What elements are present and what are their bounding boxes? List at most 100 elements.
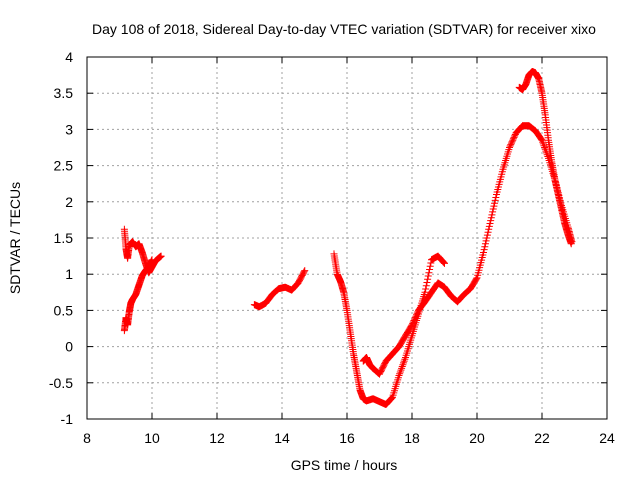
data-point — [483, 234, 491, 242]
data-point — [425, 269, 433, 277]
grid-lines — [87, 57, 607, 419]
data-point — [539, 138, 547, 146]
data-point — [480, 246, 488, 254]
data-point — [409, 318, 417, 326]
data-point — [509, 135, 517, 143]
data-point — [506, 144, 513, 151]
data-point — [401, 355, 409, 363]
data-point — [507, 141, 515, 149]
data-point — [426, 265, 434, 273]
data-point — [148, 256, 156, 264]
x-tick-label: 12 — [209, 430, 225, 446]
data-point — [507, 139, 515, 147]
data-point — [485, 225, 493, 233]
data-point — [399, 361, 407, 369]
data-point — [492, 193, 500, 201]
data-point — [426, 262, 434, 270]
series-arc-2 — [120, 256, 156, 335]
x-tick-label: 22 — [534, 430, 550, 446]
data-point — [485, 222, 493, 230]
y-tick-label: 3 — [65, 121, 73, 137]
data-point — [440, 259, 448, 267]
data-point — [487, 217, 495, 225]
y-tick-label: 2.5 — [54, 158, 74, 174]
data-point — [398, 363, 406, 371]
data-point — [157, 252, 165, 260]
data-point — [543, 151, 551, 159]
data-point — [481, 243, 489, 251]
data-point — [486, 220, 494, 228]
data-point — [400, 359, 408, 367]
data-point — [421, 288, 429, 296]
data-point — [439, 258, 447, 266]
y-tick-label: 1.5 — [54, 230, 74, 246]
series-arc-6 — [515, 67, 575, 248]
plot-frame — [86, 56, 608, 420]
data-point — [491, 199, 499, 207]
data-point — [400, 357, 408, 365]
data-point — [410, 317, 418, 325]
data-point — [424, 275, 432, 283]
data-point — [387, 395, 395, 403]
data-point — [480, 248, 487, 256]
data-point — [489, 208, 497, 216]
data-point — [422, 282, 430, 290]
x-tick-label: 20 — [469, 430, 485, 446]
data-point — [396, 368, 404, 376]
data-point — [490, 202, 498, 210]
data-point — [411, 315, 419, 323]
series-arc-1 — [120, 225, 165, 277]
data-point — [539, 140, 547, 148]
data-point — [397, 366, 405, 374]
data-point — [540, 142, 548, 150]
data-point — [427, 259, 435, 267]
data-point — [388, 394, 396, 402]
data-point — [411, 314, 419, 322]
y-tick-label: 0.5 — [54, 302, 74, 318]
data-point — [489, 205, 497, 213]
data-point — [422, 285, 430, 293]
data-point — [301, 267, 309, 275]
data-point — [300, 268, 308, 276]
x-tick-label: 16 — [339, 430, 355, 446]
data-point — [482, 237, 490, 245]
data-point — [424, 272, 432, 280]
y-tick-label: 4 — [65, 49, 73, 65]
data-point — [408, 321, 416, 329]
data-point — [511, 132, 519, 140]
axis-ticks: 8 10 12 14 16 18 20 22 24 -1 -0.5 0 0.5 1 1.5 2 2.5 3 3.5 4 — [49, 49, 615, 446]
data-point — [441, 259, 448, 267]
data-point — [413, 309, 421, 317]
y-tick-label: 1 — [65, 266, 73, 282]
x-tick-label: 18 — [404, 430, 420, 446]
data-point — [541, 144, 549, 151]
data-point — [423, 279, 431, 287]
x-tick-label: 14 — [274, 430, 290, 446]
data-point — [412, 312, 420, 320]
data-point — [396, 370, 404, 378]
y-tick-label: 2 — [65, 194, 73, 210]
data-point — [398, 364, 406, 372]
data-point — [483, 231, 491, 239]
data-point — [395, 372, 403, 380]
data-point — [472, 275, 480, 283]
data-points — [120, 67, 576, 409]
data-point — [506, 142, 514, 150]
x-tick-label: 10 — [144, 430, 160, 446]
series-arc-3 — [250, 267, 309, 311]
data-point — [567, 240, 575, 248]
x-tick-label: 8 — [83, 430, 91, 446]
data-point — [488, 211, 496, 219]
y-tick-label: -0.5 — [49, 375, 73, 391]
data-point — [409, 319, 417, 327]
y-tick-label: 0 — [65, 339, 73, 355]
x-tick-label: 24 — [599, 430, 615, 446]
series-arc-5 — [359, 122, 576, 378]
data-point — [484, 228, 492, 236]
data-point — [487, 214, 495, 222]
data-point — [413, 311, 421, 319]
y-tick-label: 3.5 — [54, 85, 74, 101]
y-axis-label: SDTVAR / TECUs — [7, 182, 23, 294]
y-tick-label: -1 — [61, 411, 74, 427]
